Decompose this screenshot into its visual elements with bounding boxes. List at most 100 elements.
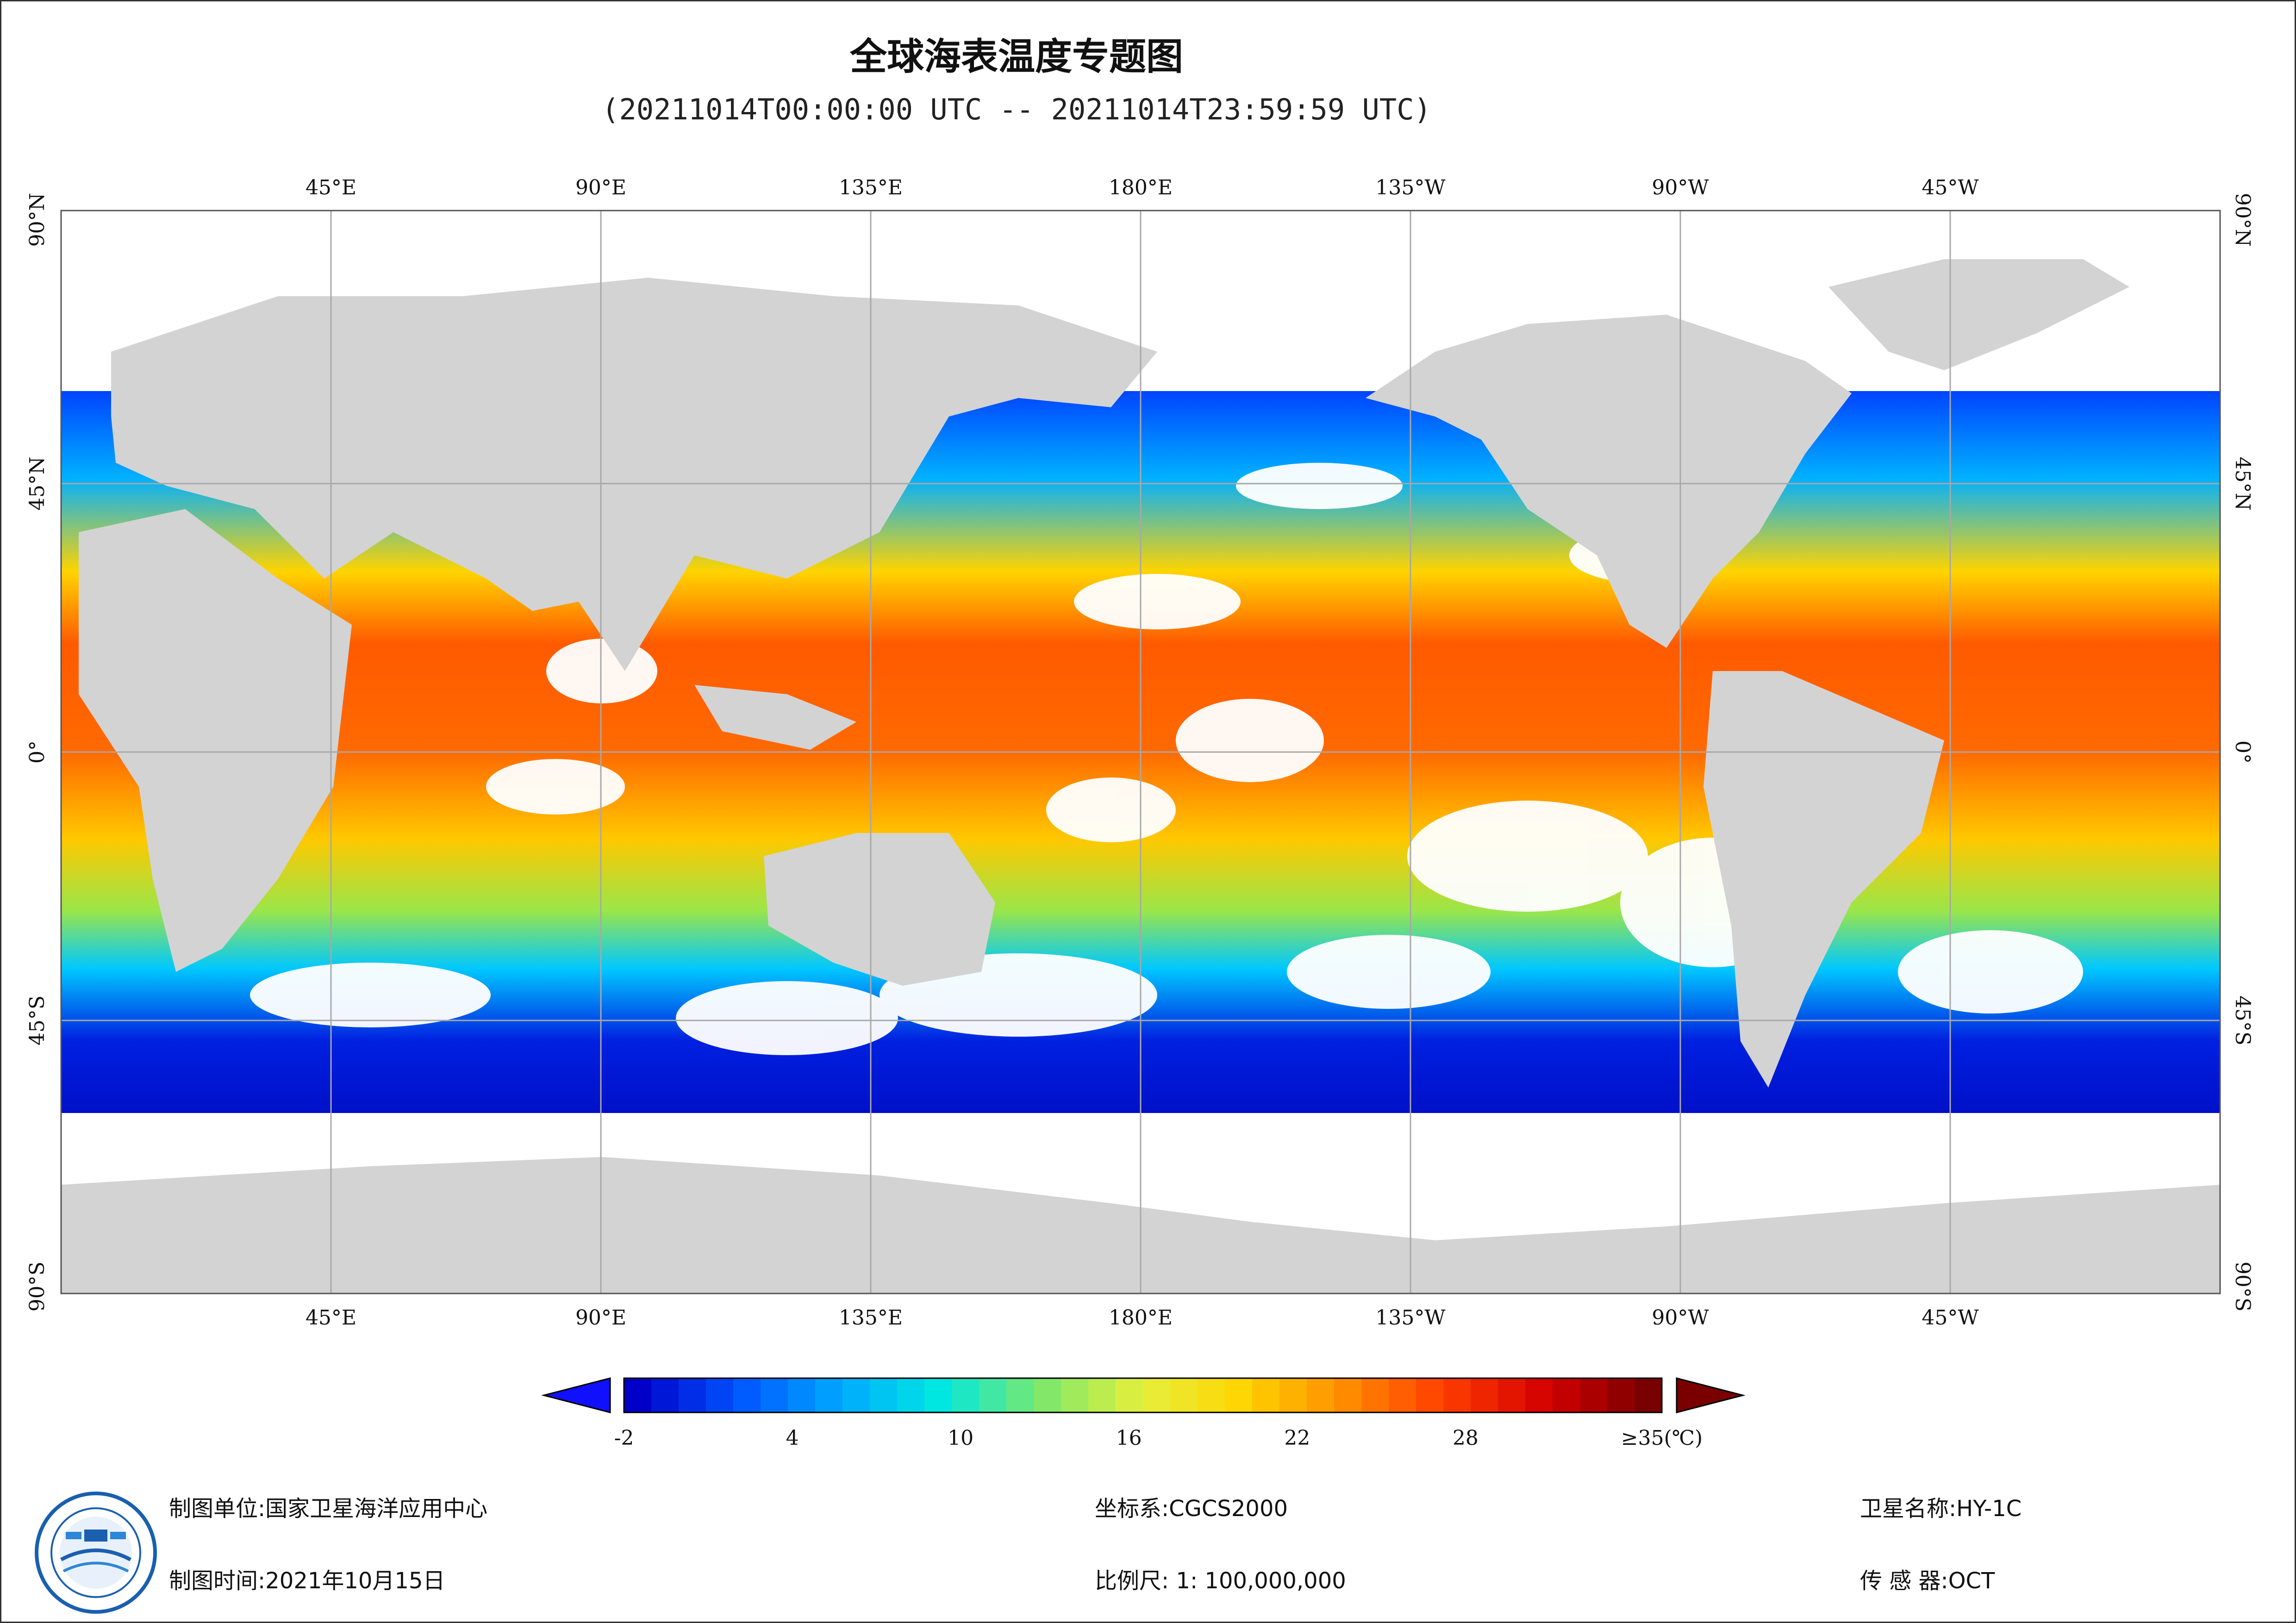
colorbar-cell — [1116, 1378, 1143, 1412]
map-plot — [60, 210, 2221, 1294]
colorbar-cell — [842, 1378, 870, 1412]
colorbar-cells — [624, 1378, 1662, 1412]
footer-crs-label: 坐标系:CGCS2000 — [1095, 1496, 1288, 1522]
lat-label-left: 90°S — [25, 1262, 49, 1312]
colorbar-cell — [1088, 1378, 1116, 1412]
lon-label-top: 180°E — [1109, 176, 1173, 199]
footer-unit-label: 制图单位:国家卫星海洋应用中心 — [169, 1496, 488, 1522]
colorbar-cell — [1225, 1378, 1253, 1412]
land-africa — [79, 509, 352, 972]
map-subtitle: (20211014T00:00:00 UTC -- 20211014T23:59… — [602, 93, 1431, 126]
colorbar-cell — [1170, 1378, 1198, 1412]
colorbar-cell — [1389, 1378, 1416, 1412]
colorbar-cell — [1307, 1378, 1335, 1412]
colorbar-tick-label: 16 — [1116, 1426, 1142, 1450]
lon-labels-top: 45°E 90°E 135°E 180°E 135°W 90°W 45°W — [306, 176, 1979, 199]
colorbar-tick-label: 28 — [1453, 1426, 1479, 1450]
land-indonesia — [694, 685, 856, 750]
colorbar-tick-label: ≥35(℃) — [1621, 1426, 1703, 1450]
lon-labels-bottom: 45°E 90°E 135°E 180°E 135°W 90°W 45°W — [306, 1306, 1979, 1330]
lat-label-left: 0° — [25, 740, 49, 764]
satellite-ocean-center-logo-icon — [35, 1492, 157, 1614]
lon-label-top: 45°W — [1922, 176, 1979, 199]
plot-border — [60, 210, 2221, 1294]
cloud-cover — [250, 463, 2083, 1055]
colorbar-cell — [1361, 1378, 1389, 1412]
colorbar-cell — [1443, 1378, 1471, 1412]
colorbar-tick-label: -2 — [614, 1426, 634, 1450]
lon-label-top: 135°W — [1375, 176, 1446, 199]
colorbar-cell — [1143, 1378, 1171, 1412]
colorbar-cell — [1525, 1378, 1553, 1412]
colorbar-tick-label: 4 — [786, 1426, 799, 1450]
lon-label-top: 90°E — [575, 176, 626, 199]
colorbar-border — [623, 1377, 1663, 1413]
colorbar-cell — [1635, 1378, 1662, 1412]
footer-time-label: 制图时间:2021年10月15日 — [169, 1568, 445, 1594]
colorbar-cell — [952, 1378, 980, 1412]
colorbar-cell — [870, 1378, 898, 1412]
lat-label-right: 90°N — [2231, 193, 2254, 247]
lat-labels-left: 90°N 45°N 0° 45°S 90°S — [25, 193, 49, 1312]
land-eurasia — [111, 278, 1157, 671]
colorbar-cell — [1471, 1378, 1498, 1412]
colorbar-cell — [1198, 1378, 1225, 1412]
lat-label-left: 45°N — [25, 457, 49, 511]
colorbar-cell — [788, 1378, 816, 1412]
colorbar-cell — [679, 1378, 706, 1412]
lat-label-right: 45°N — [2231, 457, 2254, 511]
graticule — [61, 211, 2220, 1293]
lat-label-left: 45°S — [25, 995, 49, 1045]
colorbar-cell — [624, 1378, 652, 1412]
lat-label-right: 45°S — [2231, 995, 2254, 1045]
colorbar-high-arrow — [1676, 1377, 1746, 1413]
colorbar-cell — [761, 1378, 788, 1412]
colorbar-cell — [815, 1378, 843, 1412]
lat-label-left: 90°N — [25, 193, 49, 247]
colorbar-low-arrow — [541, 1377, 611, 1413]
colorbar-cell — [1553, 1378, 1580, 1412]
colorbar-cell — [1334, 1378, 1362, 1412]
lat-label-right: 90°S — [2231, 1262, 2254, 1312]
colorbar-ticks: -2 4 10 16 22 28 ≥35(℃) — [614, 1426, 1703, 1450]
colorbar-cell — [1006, 1378, 1034, 1412]
lon-label-bottom: 180°E — [1109, 1306, 1173, 1330]
lon-label-bottom: 135°W — [1375, 1306, 1446, 1330]
colorbar-tick-label: 10 — [948, 1426, 973, 1450]
lon-label-bottom: 45°E — [306, 1306, 356, 1330]
colorbar-cell — [1252, 1378, 1280, 1412]
lon-label-bottom: 45°W — [1922, 1306, 1979, 1330]
lat-label-right: 0° — [2231, 740, 2254, 764]
lon-label-top: 135°E — [839, 176, 903, 199]
colorbar-tick-label: 22 — [1284, 1426, 1310, 1450]
footer-scale-label: 比例尺: 1: 100,000,000 — [1095, 1568, 1346, 1594]
lon-label-top: 45°E — [306, 176, 356, 199]
land-north-america — [1366, 315, 1852, 648]
colorbar-cell — [706, 1378, 734, 1412]
footer-satellite-label: 卫星名称:HY-1C — [1860, 1496, 2022, 1522]
colorbar-cell — [1580, 1378, 1608, 1412]
colorbar-cell — [1279, 1378, 1307, 1412]
colorbar-cell — [1607, 1378, 1635, 1412]
lon-label-bottom: 90°W — [1652, 1306, 1709, 1330]
colorbar-cell — [733, 1378, 761, 1412]
colorbar-cell — [979, 1378, 1007, 1412]
colorbar-cell — [1034, 1378, 1061, 1412]
lat-labels-right: 90°N 45°N 0° 45°S 90°S — [2231, 193, 2254, 1312]
footer-sensor-label: 传 感 器:OCT — [1860, 1568, 1995, 1594]
colorbar-cell — [1498, 1378, 1526, 1412]
lon-label-bottom: 135°E — [839, 1306, 903, 1330]
colorbar-cell — [1061, 1378, 1089, 1412]
colorbar-cell — [924, 1378, 952, 1412]
map-title: 全球海表温度专题图 — [850, 35, 1183, 78]
land-greenland — [1828, 259, 2129, 370]
land-australia — [764, 833, 995, 986]
colorbar: -2 4 10 16 22 28 ≥35(℃) — [541, 1377, 1746, 1450]
colorbar-cell — [1416, 1378, 1444, 1412]
land-south-america — [1703, 671, 1944, 1088]
lon-label-top: 90°W — [1652, 176, 1709, 199]
colorbar-cell — [897, 1378, 925, 1412]
colorbar-cell — [651, 1378, 679, 1412]
